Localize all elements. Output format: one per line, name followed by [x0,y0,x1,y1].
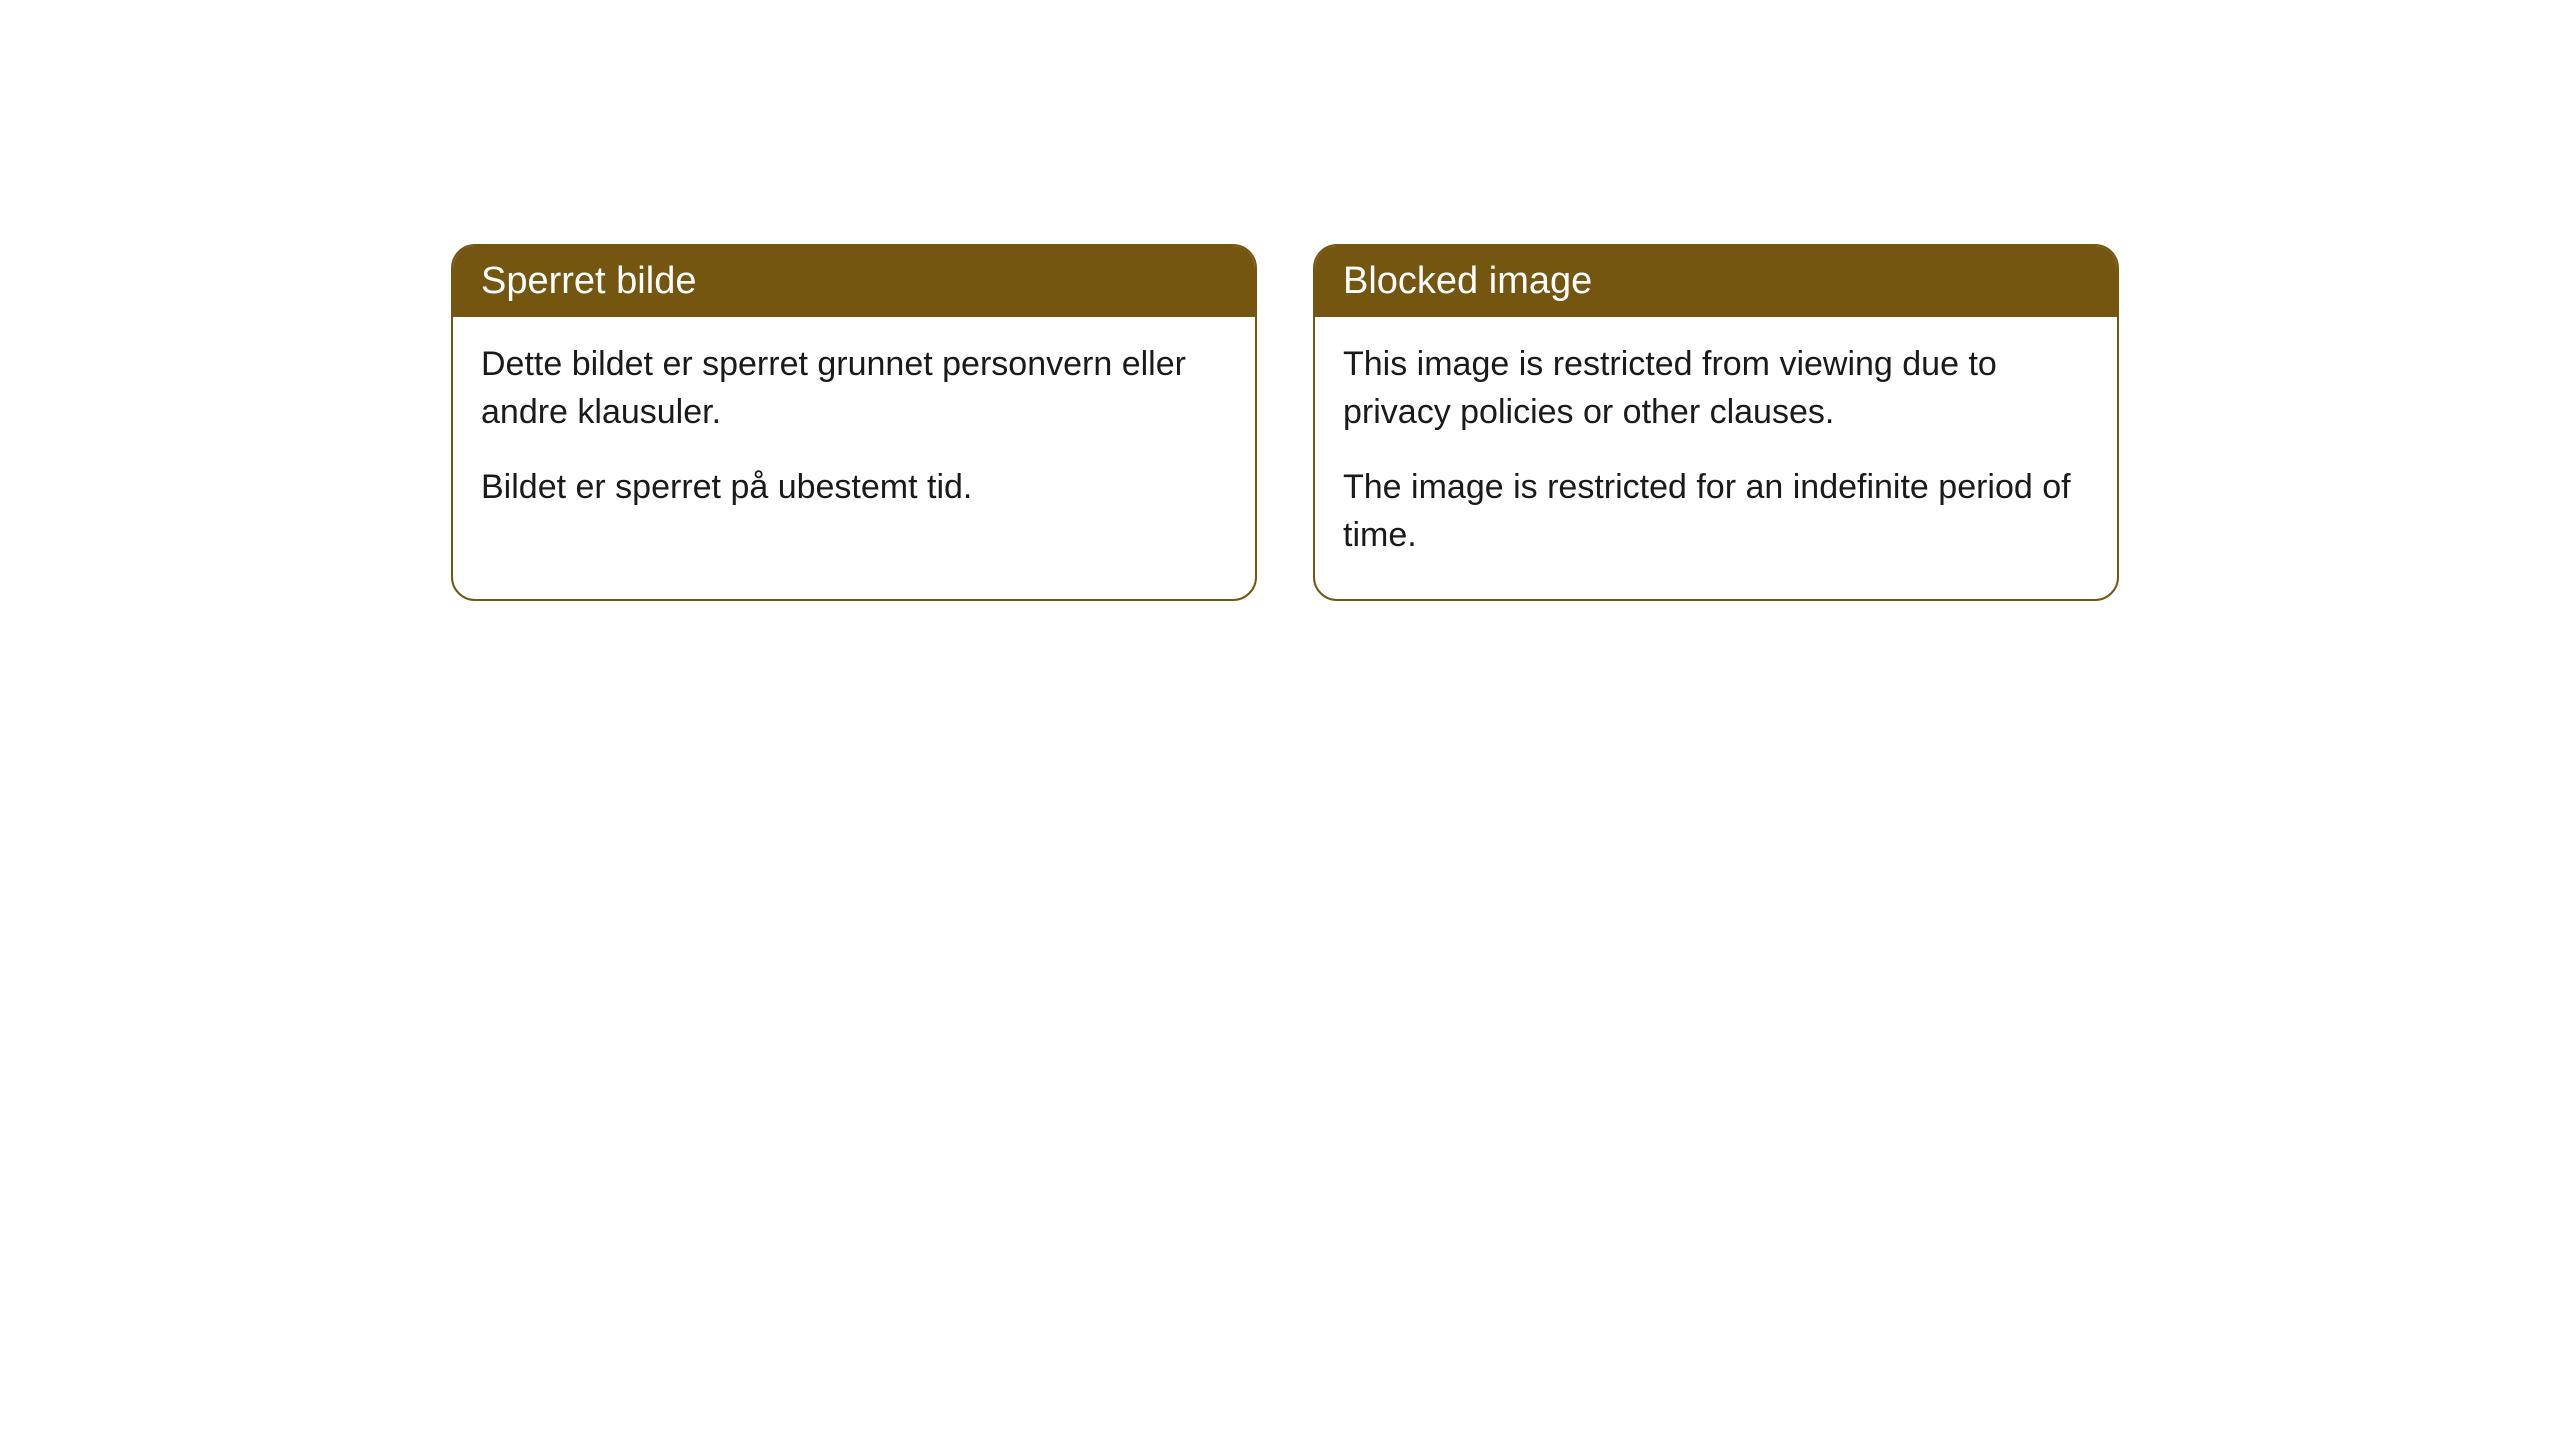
card-title: Sperret bilde [481,260,696,302]
card-header: Sperret bilde [453,246,1255,317]
card-paragraph: Bildet er sperret på ubestemt tid. [481,464,1227,512]
card-body: Dette bildet er sperret grunnet personve… [453,317,1255,552]
card-paragraph: This image is restricted from viewing du… [1343,341,2089,436]
card-body: This image is restricted from viewing du… [1315,317,2117,599]
card-paragraph: The image is restricted for an indefinit… [1343,464,2089,559]
blocked-image-card-norwegian: Sperret bilde Dette bildet er sperret gr… [451,244,1257,601]
card-title: Blocked image [1343,260,1592,302]
blocked-image-card-english: Blocked image This image is restricted f… [1313,244,2119,601]
card-header: Blocked image [1315,246,2117,317]
notice-cards-container: Sperret bilde Dette bildet er sperret gr… [451,244,2119,601]
card-paragraph: Dette bildet er sperret grunnet personve… [481,341,1227,436]
